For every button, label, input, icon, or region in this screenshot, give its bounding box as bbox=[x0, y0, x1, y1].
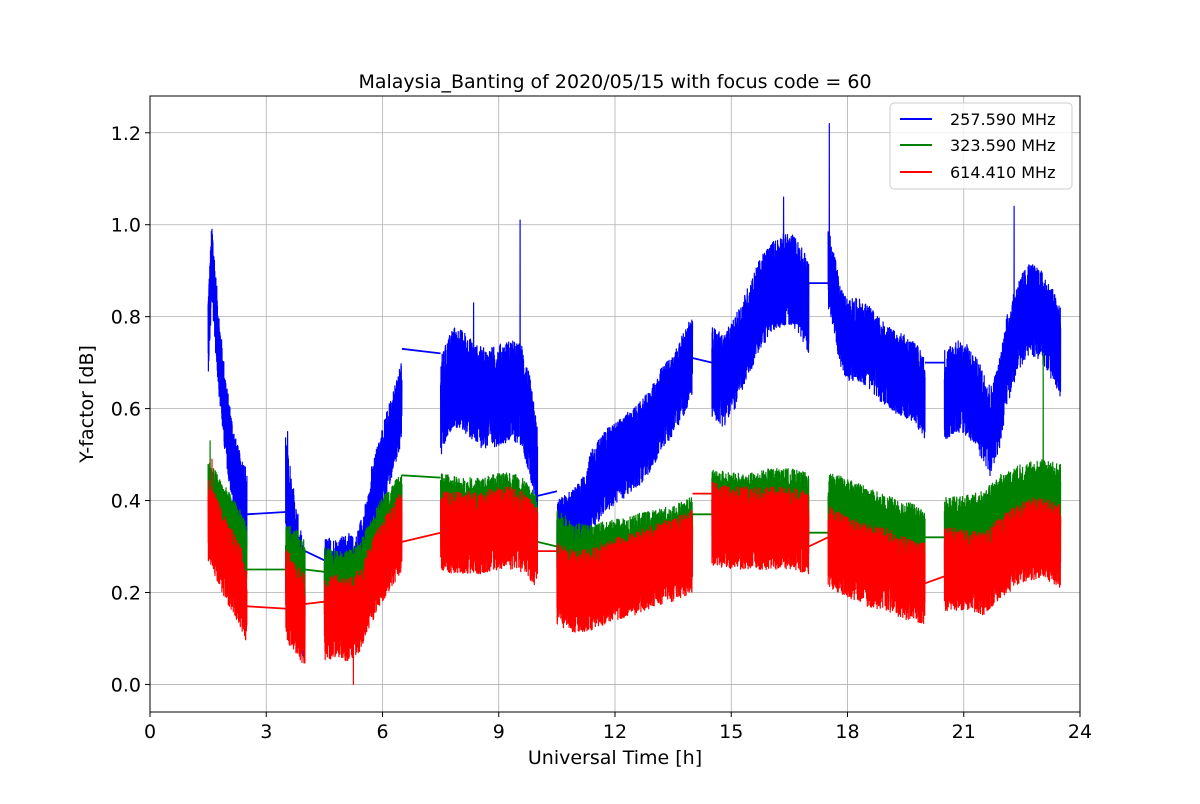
series-614.410 bbox=[207, 458, 1062, 686]
series-bridge bbox=[246, 511, 286, 516]
series-segment bbox=[207, 440, 248, 587]
x-tick-label: 18 bbox=[835, 721, 859, 743]
series-bridge bbox=[401, 347, 441, 355]
series-bridge bbox=[808, 536, 829, 548]
series-segment bbox=[943, 352, 1062, 571]
legend-label-323: 323.590 MHz bbox=[950, 136, 1055, 155]
series-segment bbox=[323, 474, 403, 626]
legend-label-257: 257.590 MHz bbox=[950, 110, 1055, 129]
series-segment bbox=[440, 219, 539, 521]
y-tick-label: 1.2 bbox=[111, 123, 141, 145]
x-tick-label: 9 bbox=[493, 721, 505, 743]
x-tick-label: 15 bbox=[719, 721, 743, 743]
series-segment bbox=[207, 458, 248, 641]
series-segment bbox=[370, 363, 403, 549]
y-tick-label: 0.0 bbox=[111, 674, 141, 696]
series-segment bbox=[207, 228, 248, 548]
series-segment bbox=[285, 549, 306, 664]
x-tick-label: 6 bbox=[376, 721, 388, 743]
series-segment bbox=[440, 486, 539, 586]
x-tick-label: 12 bbox=[603, 721, 627, 743]
series-segment bbox=[711, 196, 810, 427]
series-bridge bbox=[304, 550, 325, 562]
series-segment bbox=[323, 493, 403, 686]
series-segment bbox=[943, 205, 1062, 477]
series-bridge bbox=[692, 357, 713, 364]
x-tick-label: 21 bbox=[952, 721, 976, 743]
y-axis-label: Y-factor [dB] bbox=[76, 345, 98, 464]
series-bridge bbox=[304, 600, 325, 605]
series-segment bbox=[943, 497, 1062, 616]
y-tick-label: 0.4 bbox=[111, 491, 141, 513]
y-tick-label: 0.2 bbox=[111, 582, 141, 604]
ticks: 0 3 6 9 12 15 18 21 24 0.0 0.2 0.4 0.6 0.8 1.0 1.2 bbox=[111, 123, 1092, 743]
x-axis-label: Universal Time [h] bbox=[528, 747, 702, 769]
x-tick-label: 3 bbox=[260, 721, 272, 743]
series-segment bbox=[827, 506, 926, 624]
series-segment bbox=[711, 481, 810, 575]
series-bridge bbox=[401, 474, 441, 479]
series-bridge bbox=[537, 490, 558, 497]
y-tick-label: 0.6 bbox=[111, 399, 141, 421]
y-tick-label: 0.8 bbox=[111, 307, 141, 329]
chart-title: Malaysia_Banting of 2020/05/15 with focu… bbox=[358, 71, 871, 93]
series-bridge bbox=[246, 605, 286, 610]
x-tick-label: 0 bbox=[144, 721, 156, 743]
legend: 257.590 MHz 323.590 MHz 614.410 MHz bbox=[889, 102, 1073, 190]
series-segment bbox=[827, 122, 926, 439]
series-bridge bbox=[537, 541, 558, 548]
series-bridge bbox=[924, 575, 945, 585]
series-bridge bbox=[401, 531, 441, 543]
series-layer bbox=[207, 122, 1062, 686]
legend-label-614: 614.410 MHz bbox=[950, 163, 1055, 182]
series-bridge bbox=[304, 568, 325, 573]
legend-box bbox=[889, 102, 1073, 190]
x-tick-label: 24 bbox=[1068, 721, 1092, 743]
y-tick-label: 1.0 bbox=[111, 215, 141, 237]
series-segment bbox=[556, 510, 694, 633]
